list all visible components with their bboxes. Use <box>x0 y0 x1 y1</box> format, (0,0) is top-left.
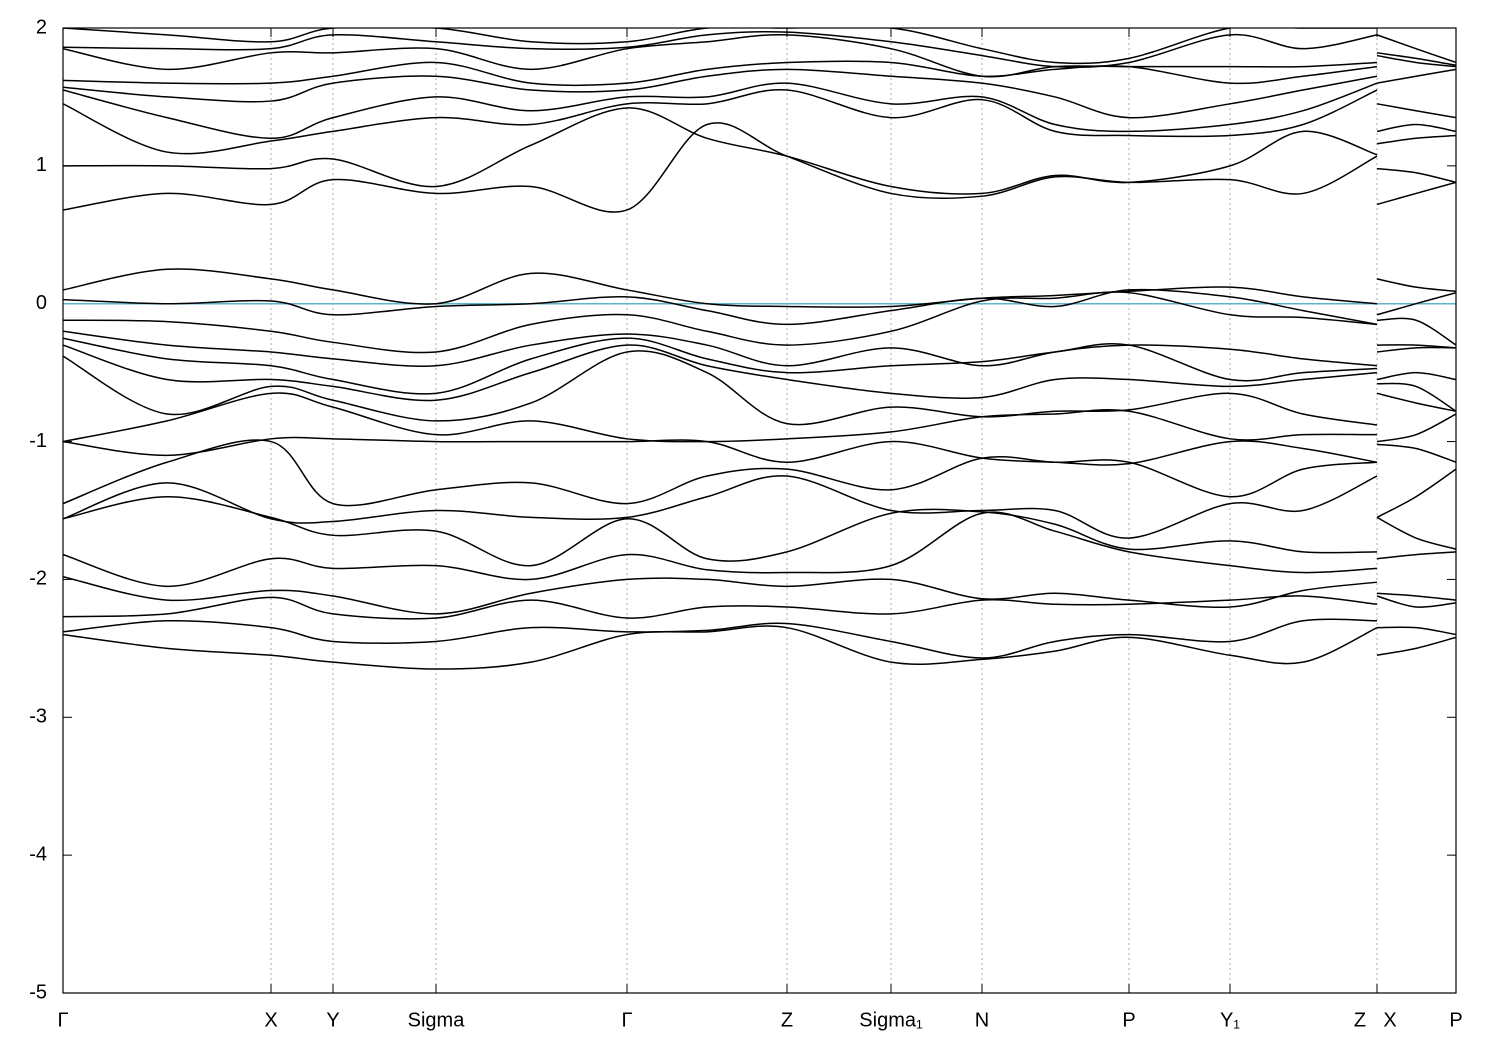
band-line <box>63 34 1456 78</box>
band-line <box>63 575 1456 615</box>
band-line <box>63 511 1456 588</box>
x-tick-label: Z <box>1354 1009 1366 1031</box>
band-line <box>63 89 1456 155</box>
band-line <box>63 495 1456 567</box>
band-line <box>63 392 1456 443</box>
band-line <box>63 28 1456 65</box>
x-tick-label: P <box>1449 1009 1462 1031</box>
y-tick-label: 1 <box>36 154 47 176</box>
x-tick-label: Sigma₁ <box>859 1009 923 1031</box>
band-line <box>63 344 1456 402</box>
x-tick-label: X <box>1383 1009 1396 1031</box>
x-tick-label: Γ <box>621 1009 632 1031</box>
band-line <box>63 60 1456 87</box>
band-line <box>63 439 1456 507</box>
x-tick-label: N <box>975 1009 989 1031</box>
x-tick-label: Γ <box>57 1009 68 1031</box>
y-tick-label: -4 <box>29 843 47 865</box>
y-tick-label: 2 <box>36 16 47 38</box>
y-tick-label: -5 <box>29 981 47 1003</box>
band-line <box>63 82 1456 140</box>
y-tick-label: -1 <box>29 430 47 452</box>
bands-layer <box>63 28 1456 670</box>
x-tick-label: Y₁ <box>1220 1009 1240 1031</box>
band-line <box>63 30 1456 68</box>
band-line <box>63 288 1456 326</box>
x-tick-label: Z <box>781 1009 793 1031</box>
x-tick-label: Sigma <box>408 1009 466 1031</box>
x-tick-label: X <box>264 1009 277 1031</box>
band-line <box>63 107 1456 195</box>
band-line <box>63 468 1456 539</box>
y-tick-label: -2 <box>29 568 47 590</box>
band-line <box>63 68 1456 119</box>
band-line <box>63 625 1456 670</box>
band-line <box>63 413 1456 466</box>
band-line <box>63 595 1456 620</box>
band-line <box>63 122 1456 213</box>
band-line <box>63 268 1456 308</box>
plot-frame <box>62 27 1457 994</box>
y-tick-label: 0 <box>36 292 47 314</box>
grid-layer <box>62 27 1457 994</box>
x-tick-label: Y <box>326 1009 339 1031</box>
y-tick-label: -3 <box>29 706 47 728</box>
band-line <box>63 291 1456 354</box>
band-line <box>63 350 1456 426</box>
band-line <box>63 330 1456 367</box>
band-line <box>63 618 1456 659</box>
x-tick-label: P <box>1122 1009 1135 1031</box>
